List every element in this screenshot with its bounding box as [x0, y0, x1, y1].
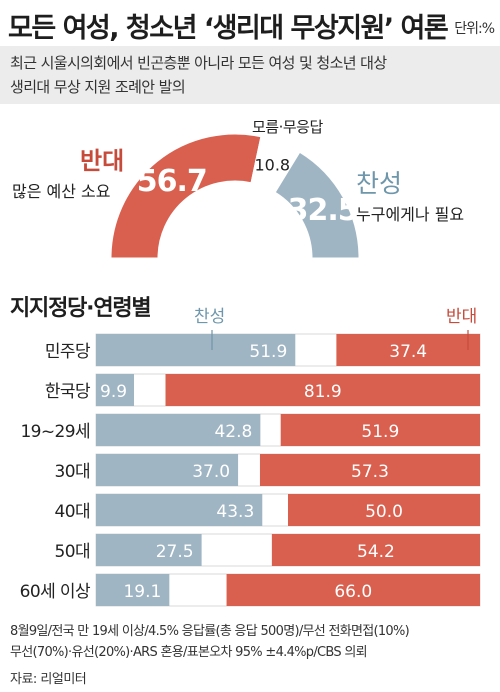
- subtitle-line-2: 생리대 무상 지원 조례안 발의: [10, 78, 186, 96]
- support-label: 찬성: [356, 169, 403, 198]
- category-label: 30대: [55, 462, 90, 482]
- oppose-bar: [280, 414, 480, 446]
- gauge-dontknow-value: 10.8: [254, 156, 290, 175]
- support-bar: [96, 494, 263, 526]
- oppose-value: 37.4: [389, 342, 427, 362]
- dontknow-label: 모름·무응답: [252, 118, 323, 136]
- support-bar: [96, 334, 296, 366]
- support-value: 19.1: [123, 582, 161, 602]
- oppose-bar: [259, 454, 480, 486]
- oppose-value: 54.2: [357, 542, 395, 562]
- support-bar: [96, 574, 170, 606]
- support-value: 37.0: [192, 462, 230, 482]
- oppose-bar: [271, 534, 480, 566]
- unit-label: 단위:%: [454, 21, 495, 37]
- support-bar: [96, 374, 135, 406]
- gauge-oppose-value: 56.7: [137, 164, 207, 199]
- support-value: 27.5: [156, 542, 194, 562]
- category-label: 60세 이상: [20, 582, 91, 602]
- chart-title: 모든 여성, 청소년 ‘생리대 무상지원’ 여론: [8, 13, 449, 44]
- gauge-oppose-slice: [110, 133, 262, 259]
- category-label: 한국당: [45, 382, 91, 402]
- oppose-value: 51.9: [361, 422, 399, 442]
- category-label: 50대: [55, 542, 90, 562]
- oppose-value: 57.3: [351, 462, 389, 482]
- oppose-bar: [336, 334, 480, 366]
- subtitle-box: 최근 시울시의회에서 빈곤층뿐 아니라 모든 여성 및 청소년 대상 생리대 무…: [0, 46, 500, 104]
- support-note: 누구에게나 필요: [356, 205, 465, 224]
- oppose-value: 66.0: [334, 582, 372, 602]
- support-bar: [96, 414, 261, 446]
- support-value: 51.9: [249, 342, 287, 362]
- bar-chart: 민주당 51.9 37.4 한국당 9.9 81.9 19~29세 42.8 51.9 30대 37…: [20, 330, 481, 607]
- support-value: 42.8: [214, 422, 252, 442]
- category-label: 19~29세: [20, 422, 90, 442]
- oppose-legend: 반대: [446, 307, 478, 327]
- subtitle-line-1: 최근 시울시의회에서 빈곤층뿐 아니라 모든 여성 및 청소년 대상: [10, 54, 387, 72]
- section-title: 지지정당·연령별: [10, 296, 152, 321]
- gauge-support-value: 32.5: [288, 193, 358, 228]
- category-label: 40대: [55, 502, 90, 522]
- footnote-line-1: 8월9일/전국 만 19세 이상/4.5% 응답률(총 응답 500명)/무선 …: [10, 624, 410, 639]
- oppose-value: 50.0: [365, 502, 403, 522]
- category-label: 민주당: [45, 342, 91, 362]
- source-label: 자료: 리얼미터: [10, 672, 87, 687]
- support-value: 9.9: [100, 382, 127, 402]
- support-value: 43.3: [216, 502, 254, 522]
- oppose-value: 81.9: [304, 382, 342, 402]
- footnote-line-2: 무선(70%)·유선(20%)·ARS 혼용/표본오차 95% ±4.4%p/C…: [10, 645, 368, 660]
- oppose-note: 많은 예산 소요: [12, 182, 111, 201]
- oppose-label: 반대: [80, 147, 125, 175]
- support-bar: [96, 534, 202, 566]
- header: 모든 여성, 청소년 ‘생리대 무상지원’ 여론 단위:%: [8, 6, 495, 44]
- support-bar: [96, 454, 239, 486]
- support-legend: 찬성: [194, 307, 226, 327]
- gauge-support-slice: [274, 151, 360, 259]
- gauge-chart: 56.7 10.8 32.5: [110, 133, 360, 259]
- oppose-bar: [165, 374, 480, 406]
- oppose-bar: [288, 494, 480, 526]
- oppose-bar: [226, 574, 480, 606]
